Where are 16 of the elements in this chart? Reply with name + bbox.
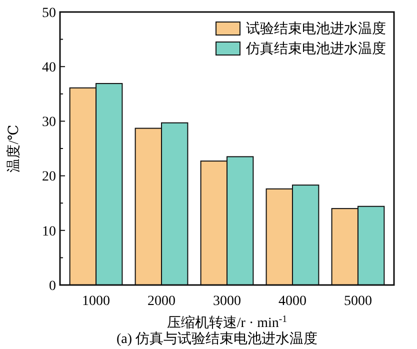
x-tick-label: 2000 bbox=[148, 294, 176, 309]
y-tick-label: 0 bbox=[49, 278, 56, 294]
x-tick-label: 5000 bbox=[344, 294, 372, 309]
legend-label: 仿真结束电池进水温度 bbox=[245, 40, 386, 57]
y-tick-label: 40 bbox=[42, 60, 56, 76]
x-axis-title: 压缩机转速/r · min$^{-1}$ bbox=[166, 314, 288, 331]
y-tick-label: 20 bbox=[42, 170, 56, 185]
x-tick-label: 4000 bbox=[278, 294, 306, 309]
y-tick-label: 30 bbox=[42, 115, 56, 130]
y-tick-label: 50 bbox=[42, 6, 56, 21]
x-tick-label: 1000 bbox=[82, 294, 110, 309]
text: (a) 仿真与试验结束电池进水温度 bbox=[116, 331, 318, 347]
x-tick-label: 3000 bbox=[213, 294, 241, 309]
y-axis-title: 温度/℃ bbox=[6, 124, 22, 172]
y-tick-label: 10 bbox=[42, 224, 56, 240]
legend-label: 试验结束电池进水温度 bbox=[246, 20, 386, 37]
